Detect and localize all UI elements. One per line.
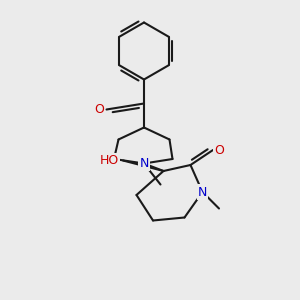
- Text: O: O: [94, 103, 104, 116]
- Text: HO: HO: [100, 154, 119, 167]
- Text: N: N: [198, 185, 207, 199]
- Text: N: N: [139, 157, 149, 170]
- Text: O: O: [215, 143, 224, 157]
